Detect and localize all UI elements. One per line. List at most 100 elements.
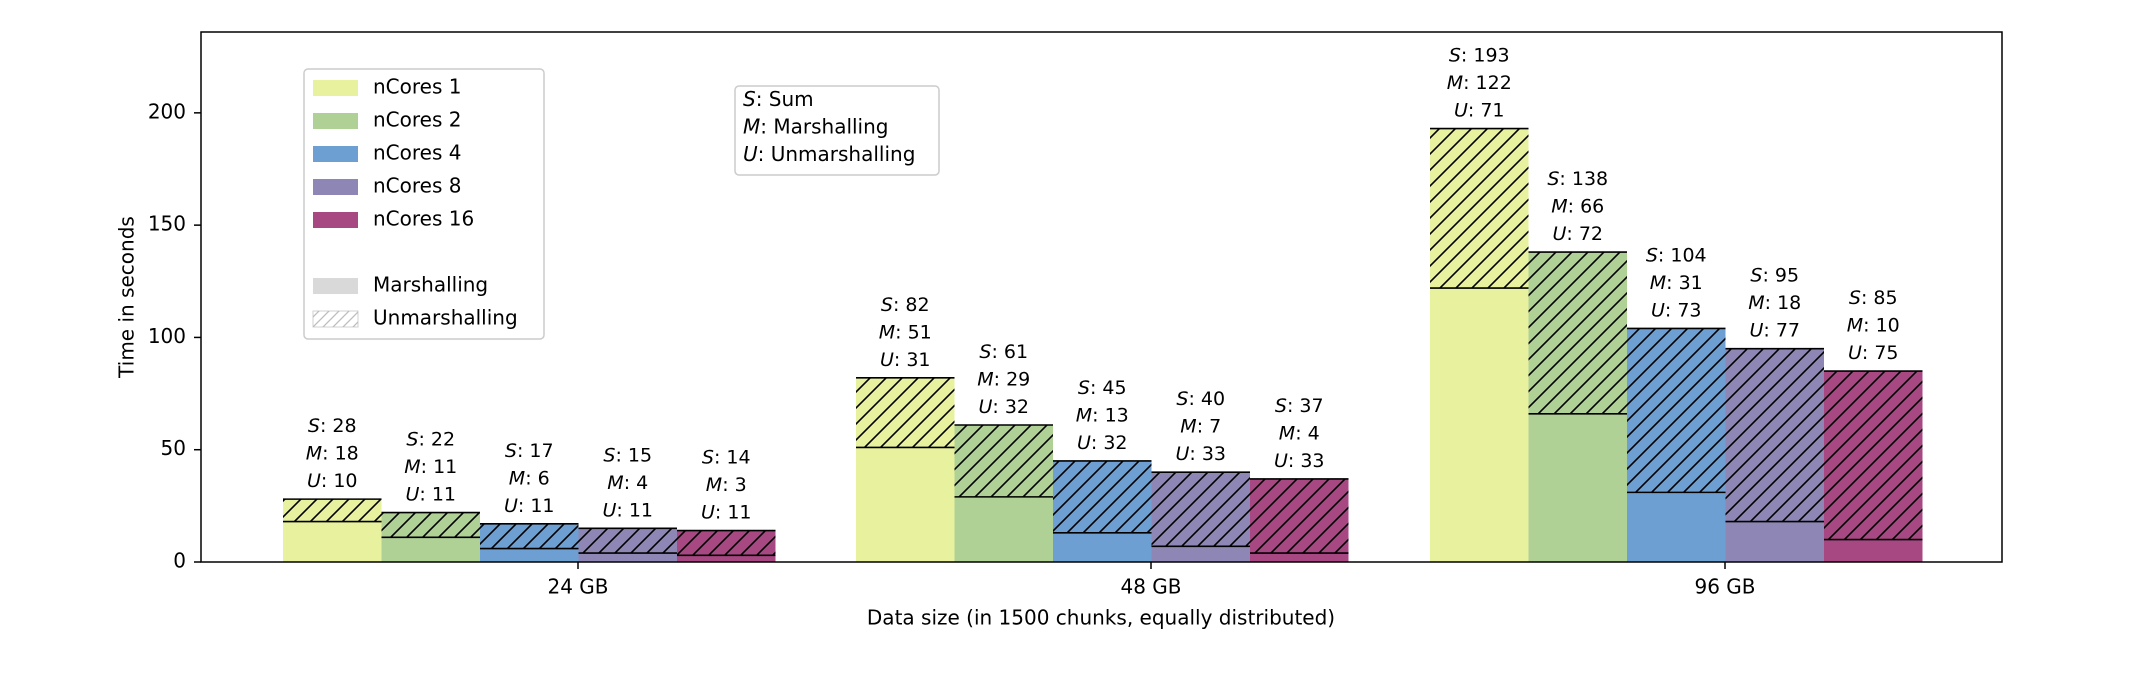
bar-unmarshalling-hatch-ncores-8-48-gb <box>1151 472 1250 547</box>
bar-unmarshalling-hatch-ncores-1-24-gb <box>283 499 382 522</box>
bar-marshalling-ncores-4-24-gb <box>480 548 579 562</box>
bars-layer <box>283 127 1923 562</box>
bar-label-sum-ncores-4-96-gb: S: 104 <box>1646 244 1707 266</box>
ticks-layer: 0 50 100 150 200 24 GB 48 GB 96 GB <box>148 99 1756 598</box>
abbreviation-legend: S: Sum M: Marshalling U: Unmarshalling <box>734 85 940 176</box>
abbreviation-legend-entry-m: M: Marshalling <box>743 114 889 138</box>
legend-swatch-ncores-2 <box>313 113 358 129</box>
bar-label-unmarshalling-ncores-4-96-gb: U: 73 <box>1651 299 1702 321</box>
bar-marshalling-ncores-8-96-gb <box>1725 521 1824 562</box>
y-tick-label-50: 50 <box>161 436 186 460</box>
bar-label-unmarshalling-ncores-1-24-gb: U: 10 <box>307 470 358 492</box>
bar-marshalling-ncores-8-48-gb <box>1151 546 1250 562</box>
bar-label-unmarshalling-ncores-2-24-gb: U: 11 <box>405 484 456 506</box>
bar-unmarshalling-hatch-ncores-4-48-gb <box>1053 460 1152 533</box>
legend-label-ncores-1: nCores 1 <box>373 75 461 99</box>
bar-unmarshalling-hatch-ncores-8-96-gb <box>1725 348 1824 522</box>
legend-swatch-ncores-1 <box>313 80 358 96</box>
bar-label-marshalling-ncores-8-96-gb: M: 18 <box>1748 292 1801 314</box>
legend-swatch-ncores-4 <box>313 146 358 162</box>
bar-unmarshalling-hatch-ncores-16-24-gb <box>677 530 776 556</box>
bar-label-marshalling-ncores-1-48-gb: M: 51 <box>879 321 932 343</box>
y-tick-label-0: 0 <box>173 549 186 573</box>
bar-label-unmarshalling-ncores-4-48-gb: U: 32 <box>1077 432 1128 454</box>
bar-unmarshalling-hatch-ncores-16-48-gb <box>1250 478 1349 554</box>
legend-label-ncores-8: nCores 8 <box>373 174 461 198</box>
bar-labels-layer: S: 28 M: 18 U: 10 S: 82 M: 51 U: 31 S: 193 M: 1… <box>306 45 1900 524</box>
bar-marshalling-ncores-4-48-gb <box>1053 532 1152 562</box>
bar-label-marshalling-ncores-1-96-gb: M: 122 <box>1447 72 1512 94</box>
bar-unmarshalling-hatch-ncores-2-24-gb <box>381 512 480 538</box>
bar-label-marshalling-ncores-1-24-gb: M: 18 <box>306 443 359 465</box>
abbreviation-legend-frame <box>734 85 940 176</box>
bar-label-unmarshalling-ncores-2-48-gb: U: 32 <box>978 396 1029 418</box>
legend-swatch-hatch-unmarshalling <box>313 311 358 327</box>
bar-label-unmarshalling-ncores-16-24-gb: U: 11 <box>701 502 752 524</box>
bar-label-marshalling-ncores-4-24-gb: M: 6 <box>509 467 550 489</box>
bar-label-marshalling-ncores-16-48-gb: M: 4 <box>1279 422 1320 444</box>
bar-unmarshalling-hatch-ncores-1-48-gb <box>856 377 955 448</box>
bar-label-sum-ncores-4-48-gb: S: 45 <box>1078 377 1127 399</box>
bar-label-marshalling-ncores-16-96-gb: M: 10 <box>1847 315 1900 337</box>
bar-label-marshalling-ncores-8-24-gb: M: 4 <box>607 472 648 494</box>
bar-label-sum-ncores-1-48-gb: S: 82 <box>881 294 930 316</box>
bar-label-sum-ncores-8-96-gb: S: 95 <box>1750 265 1799 287</box>
bar-label-sum-ncores-8-48-gb: S: 40 <box>1176 388 1225 410</box>
legend-swatch-marshalling <box>313 278 358 294</box>
bar-marshalling-ncores-1-48-gb <box>856 447 955 562</box>
bar-label-sum-ncores-1-96-gb: S: 193 <box>1449 45 1510 67</box>
bar-label-sum-ncores-2-48-gb: S: 61 <box>979 341 1028 363</box>
bar-marshalling-ncores-2-96-gb <box>1528 413 1627 562</box>
bar-marshalling-ncores-1-96-gb <box>1430 288 1529 562</box>
bar-marshalling-ncores-1-24-gb <box>283 521 382 562</box>
bar-label-unmarshalling-ncores-1-48-gb: U: 31 <box>880 349 931 371</box>
bar-label-sum-ncores-1-24-gb: S: 28 <box>308 415 357 437</box>
x-tick-label-24-gb: 24 GB <box>547 575 608 599</box>
legend-swatch-ncores-8 <box>313 179 358 195</box>
bar-label-sum-ncores-2-96-gb: S: 138 <box>1547 168 1608 190</box>
bar-label-sum-ncores-4-24-gb: S: 17 <box>505 440 554 462</box>
bar-unmarshalling-hatch-ncores-1-96-gb <box>1430 128 1529 289</box>
legend-label-ncores-4: nCores 4 <box>373 141 461 165</box>
bar-unmarshalling-hatch-ncores-4-96-gb <box>1627 328 1726 493</box>
bar-label-unmarshalling-ncores-8-48-gb: U: 33 <box>1175 443 1226 465</box>
bar-label-marshalling-ncores-8-48-gb: M: 7 <box>1180 416 1221 438</box>
bar-marshalling-ncores-16-96-gb <box>1824 539 1923 562</box>
legend-frame <box>303 68 545 340</box>
x-tick-label-96-gb: 96 GB <box>1694 575 1755 599</box>
y-tick-label-200: 200 <box>148 99 186 123</box>
bar-marshalling-ncores-4-96-gb <box>1627 492 1726 562</box>
bar-marshalling-ncores-2-48-gb <box>954 496 1053 562</box>
y-tick-label-150: 150 <box>148 212 186 236</box>
bar-label-sum-ncores-16-96-gb: S: 85 <box>1849 287 1898 309</box>
bar-label-marshalling-ncores-4-96-gb: M: 31 <box>1650 272 1703 294</box>
bar-label-sum-ncores-16-24-gb: S: 14 <box>702 447 751 469</box>
bar-label-marshalling-ncores-4-48-gb: M: 13 <box>1076 404 1129 426</box>
bar-unmarshalling-hatch-ncores-16-96-gb <box>1824 371 1923 540</box>
bar-label-marshalling-ncores-16-24-gb: M: 3 <box>706 474 747 496</box>
bar-unmarshalling-hatch-ncores-8-24-gb <box>578 528 677 554</box>
axes-layer <box>200 31 2003 563</box>
y-tick-label-100: 100 <box>148 324 186 348</box>
series-legend: nCores 1 nCores 2 nCores 4 nCores 8 nCores 1… <box>303 68 545 340</box>
bar-marshalling-ncores-8-24-gb <box>578 553 677 562</box>
bar-label-sum-ncores-8-24-gb: S: 15 <box>603 444 652 466</box>
bar-label-sum-ncores-2-24-gb: S: 22 <box>406 429 455 451</box>
legend-label-ncores-2: nCores 2 <box>373 108 461 132</box>
bar-label-unmarshalling-ncores-16-96-gb: U: 75 <box>1848 342 1899 364</box>
bar-unmarshalling-hatch-ncores-2-48-gb <box>954 425 1053 497</box>
bar-label-unmarshalling-ncores-8-24-gb: U: 11 <box>602 499 653 521</box>
bar-label-unmarshalling-ncores-2-96-gb: U: 72 <box>1552 223 1603 245</box>
legend-label-ncores-16: nCores 16 <box>373 207 474 231</box>
legend-label-unmarshalling: Unmarshalling <box>373 306 518 330</box>
legend-label-marshalling: Marshalling <box>373 273 488 297</box>
bar-marshalling-ncores-2-24-gb <box>381 537 480 562</box>
abbreviation-legend-entry-u: U: Unmarshalling <box>743 142 915 166</box>
bar-label-marshalling-ncores-2-24-gb: M: 11 <box>404 456 457 478</box>
abbreviation-legend-entry-s: S: Sum <box>743 87 814 111</box>
bar-label-unmarshalling-ncores-16-48-gb: U: 33 <box>1274 450 1325 472</box>
bar-label-marshalling-ncores-2-96-gb: M: 66 <box>1551 196 1604 218</box>
bar-unmarshalling-hatch-ncores-4-24-gb <box>480 523 579 549</box>
bar-label-unmarshalling-ncores-4-24-gb: U: 11 <box>504 495 555 517</box>
